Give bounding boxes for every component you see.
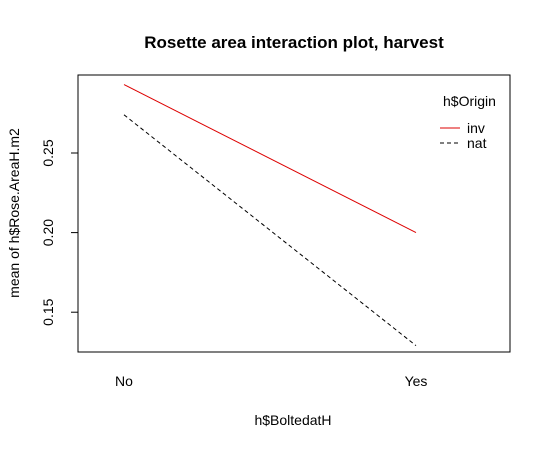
series-line-nat [123, 114, 417, 347]
y-tick-label-2: 0.25 [40, 139, 56, 166]
y-tick-label-0: 0.15 [40, 298, 56, 325]
x-tick-label-0: No [115, 373, 133, 389]
x-axis-label: h$BoltedatH [254, 412, 331, 428]
plot-frame [77, 74, 511, 353]
series-line-inv [123, 84, 417, 234]
y-axis: 0.15 0.20 0.25 [40, 139, 79, 326]
y-tick-label-1: 0.20 [40, 219, 56, 246]
x-tick-label-1: Yes [405, 373, 428, 389]
series-layer [123, 84, 417, 347]
legend-label-inv: inv [467, 120, 485, 136]
x-axis: No Yes [115, 373, 427, 389]
legend-label-nat: nat [467, 135, 487, 151]
legend-title: h$Origin [443, 93, 496, 109]
chart-title: Rosette area interaction plot, harvest [144, 33, 444, 52]
y-axis-label: mean of h$Rose.AreaH.m2 [6, 128, 22, 298]
